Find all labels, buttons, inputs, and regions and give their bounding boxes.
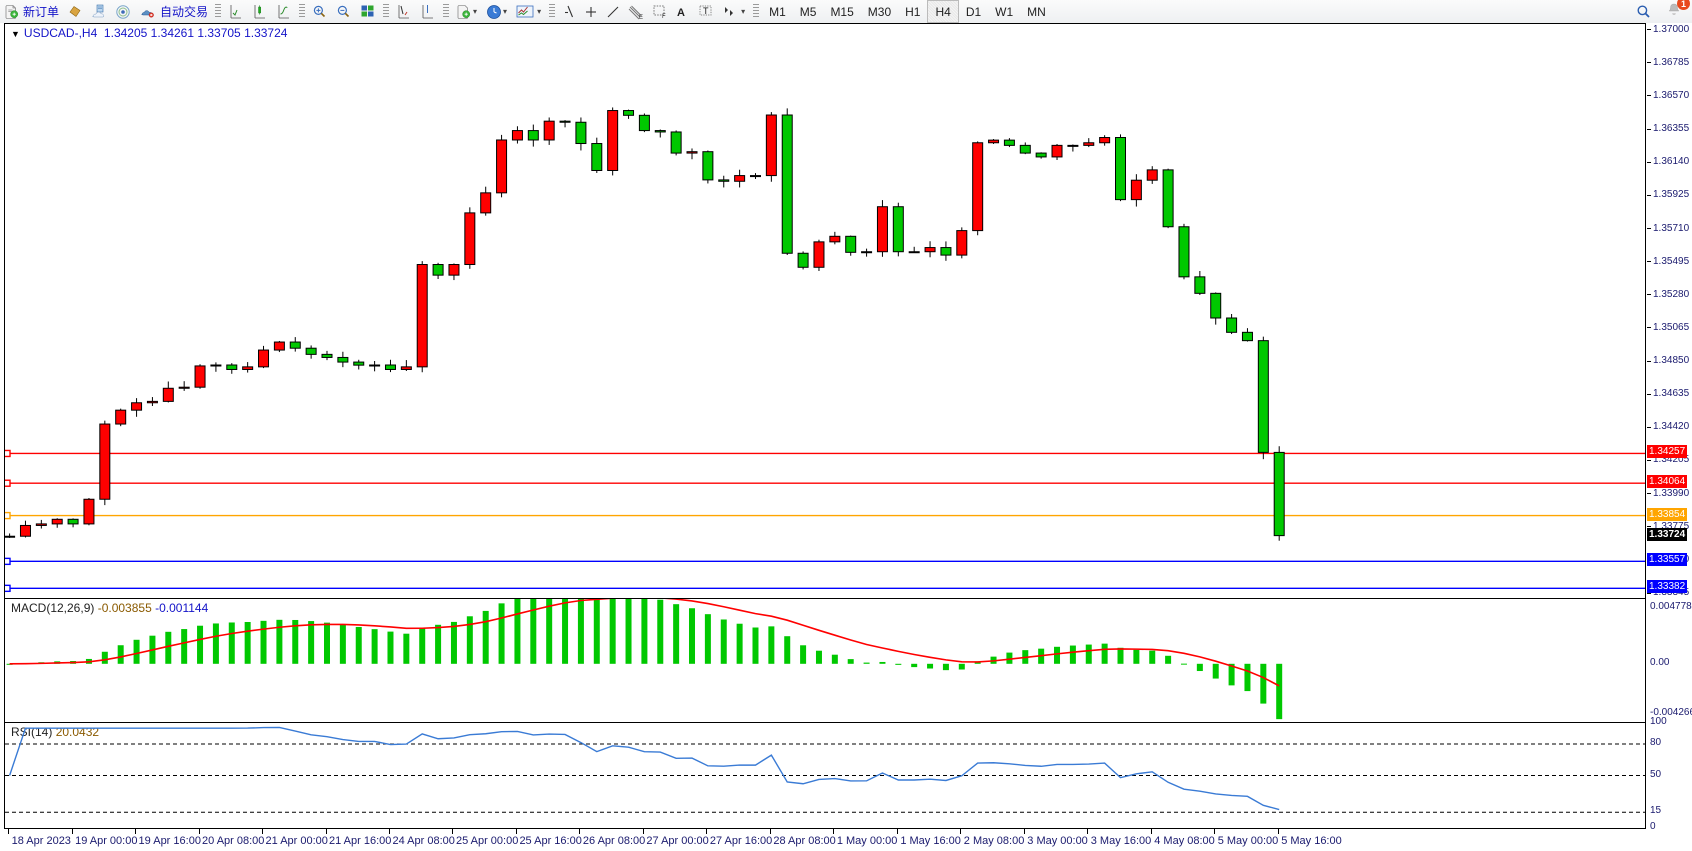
svg-text:F: F	[662, 14, 666, 20]
svg-text:T: T	[703, 6, 709, 16]
svg-text:A: A	[677, 7, 685, 19]
svg-text:E: E	[639, 15, 643, 20]
